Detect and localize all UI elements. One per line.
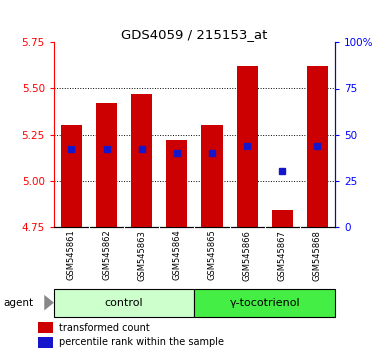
Text: GSM545867: GSM545867 [278, 230, 287, 280]
Polygon shape [44, 295, 54, 310]
Text: GSM545868: GSM545868 [313, 230, 322, 280]
Text: γ-tocotrienol: γ-tocotrienol [229, 298, 300, 308]
Text: GSM545865: GSM545865 [208, 230, 216, 280]
Bar [166, 140, 187, 227]
Bar [307, 67, 328, 227]
Bar [61, 125, 82, 227]
Text: GSM545866: GSM545866 [243, 230, 252, 280]
Text: GSM545863: GSM545863 [137, 230, 146, 280]
Bar [38, 322, 53, 333]
Title: GDS4059 / 215153_at: GDS4059 / 215153_at [121, 28, 268, 41]
Text: GSM545864: GSM545864 [172, 230, 181, 280]
Bar [272, 210, 293, 227]
Text: GSM545861: GSM545861 [67, 230, 76, 280]
Bar [236, 67, 258, 227]
Text: percentile rank within the sample: percentile rank within the sample [59, 337, 224, 348]
Text: transformed count: transformed count [59, 322, 149, 332]
Text: agent: agent [4, 298, 34, 308]
Bar [38, 337, 53, 348]
Text: control: control [105, 298, 144, 308]
Bar [54, 289, 194, 317]
Bar [201, 125, 223, 227]
Bar [194, 289, 335, 317]
Bar [131, 94, 152, 227]
Bar [96, 103, 117, 227]
Text: GSM545862: GSM545862 [102, 230, 111, 280]
